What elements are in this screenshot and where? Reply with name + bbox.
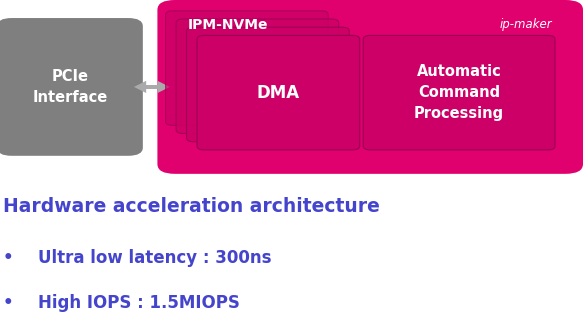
FancyBboxPatch shape	[166, 11, 328, 125]
Text: IPM-NVMe: IPM-NVMe	[188, 18, 268, 32]
Text: ip-maker: ip-maker	[500, 18, 553, 31]
FancyBboxPatch shape	[187, 27, 349, 142]
FancyBboxPatch shape	[176, 19, 339, 133]
Text: PCIe
Interface: PCIe Interface	[32, 69, 108, 105]
FancyBboxPatch shape	[157, 0, 583, 174]
Text: •: •	[3, 249, 13, 267]
Text: •: •	[3, 294, 13, 312]
FancyBboxPatch shape	[197, 35, 360, 150]
Text: DMA: DMA	[257, 84, 300, 102]
Text: Automatic
Command
Processing: Automatic Command Processing	[414, 64, 504, 121]
Bar	[143, 85, 161, 89]
FancyBboxPatch shape	[363, 35, 555, 150]
Text: High IOPS : 1.5MIOPS: High IOPS : 1.5MIOPS	[38, 294, 240, 312]
Text: Ultra low latency : 300ns: Ultra low latency : 300ns	[38, 249, 272, 267]
FancyBboxPatch shape	[0, 18, 143, 156]
Text: Hardware acceleration architecture: Hardware acceleration architecture	[3, 197, 380, 216]
